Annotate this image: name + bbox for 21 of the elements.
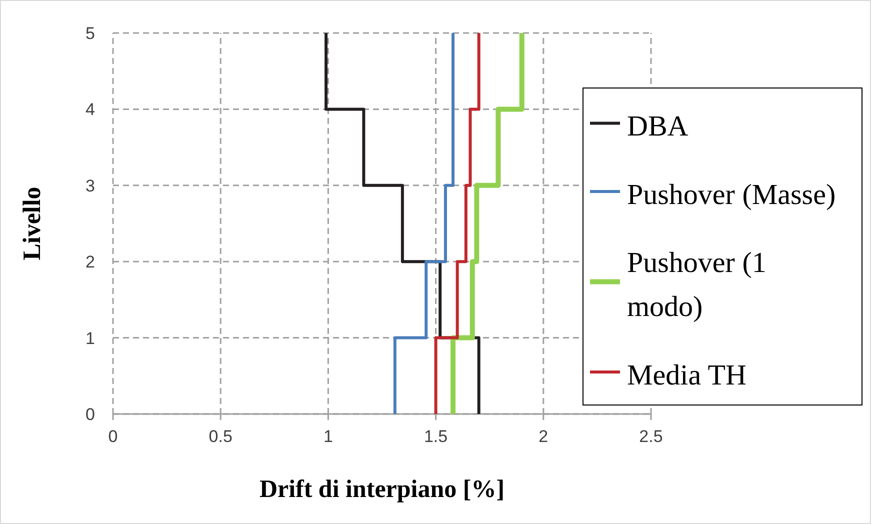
x-tick-label: 0.5: [208, 427, 232, 446]
y-tick-label: 1: [86, 328, 95, 348]
x-tick-label: 2: [538, 427, 548, 446]
y-tick-label: 0: [86, 404, 95, 424]
y-axis-title: Livello: [19, 186, 46, 260]
legend-label: Pushover (Masse): [627, 178, 836, 211]
legend-label: DBA: [627, 110, 688, 143]
x-axis-title: Drift di interpiano [%]: [259, 476, 505, 503]
y-tick-label: 5: [86, 24, 95, 43]
y-tick-label: 3: [86, 176, 95, 196]
x-tick-label: 1.5: [424, 427, 448, 446]
line-series: [434, 32, 480, 416]
legend-label: Pushover (1 modo): [627, 247, 766, 324]
line-series: [324, 32, 480, 416]
x-tick-label: 1: [323, 427, 333, 446]
legend-label: Media TH: [627, 359, 747, 392]
y-tick-label: 4: [86, 100, 95, 120]
y-tick-label: 2: [86, 252, 95, 272]
x-tick-label: 2.5: [639, 427, 663, 446]
line-series: [393, 32, 455, 416]
x-tick-label: 0: [108, 427, 118, 446]
